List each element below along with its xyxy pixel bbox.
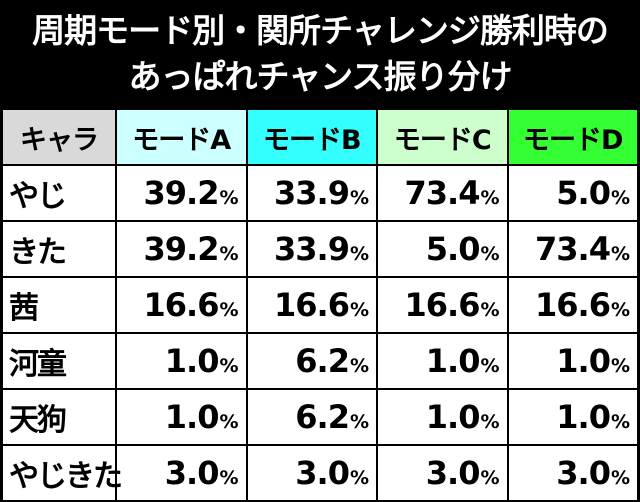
value-cell: 73.4% <box>376 164 509 222</box>
value-number: 1.0 <box>556 398 611 436</box>
value-cell: 1.0% <box>376 332 509 390</box>
table-row: 河童 1.0% 6.2% 1.0% 1.0% <box>1 332 639 390</box>
percent-unit: % <box>480 355 499 377</box>
percent-unit: % <box>219 467 238 489</box>
value-number: 73.4 <box>404 174 481 212</box>
value-number: 5.0 <box>556 174 611 212</box>
table-row: 天狗 1.0% 6.2% 1.0% 1.0% <box>1 388 639 446</box>
value-cell: 73.4% <box>506 220 639 278</box>
value-number: 5.0 <box>425 230 481 268</box>
table-row: やじ 39.2% 33.9% 73.4% 5.0% <box>1 164 639 222</box>
percent-unit: % <box>610 243 630 265</box>
value-number: 3.0 <box>556 454 611 492</box>
column-header-mode-c: モードC <box>376 108 509 166</box>
value-cell: 39.2% <box>115 220 248 278</box>
value-cell: 3.0% <box>245 444 378 502</box>
value-number: 3.0 <box>425 454 481 492</box>
percent-unit: % <box>349 411 369 433</box>
value-number: 1.0 <box>164 342 220 380</box>
percent-unit: % <box>349 187 369 209</box>
value-number: 1.0 <box>164 398 220 436</box>
header-row: キャラ モードA モードB モードC モードD <box>1 108 639 166</box>
percent-unit: % <box>349 299 369 321</box>
value-cell: 1.0% <box>115 332 248 390</box>
value-cell: 39.2% <box>115 164 248 222</box>
value-cell: 5.0% <box>376 220 509 278</box>
row-label: きた <box>1 220 117 278</box>
percent-unit: % <box>219 411 238 433</box>
distribution-table: キャラ モードA モードB モードC モードD やじ 39.2% 33.9% 73.4… <box>1 108 639 502</box>
percent-unit: % <box>219 299 238 321</box>
value-cell: 3.0% <box>115 444 248 502</box>
percent-unit: % <box>219 243 238 265</box>
percent-unit: % <box>480 467 499 489</box>
table-row: 茜 16.6% 16.6% 16.6% 16.6% <box>1 276 639 334</box>
percent-unit: % <box>610 299 630 321</box>
value-number: 3.0 <box>164 454 220 492</box>
value-number: 16.6 <box>274 286 350 324</box>
title-line-2: あっぱれチャンス振り分け <box>128 57 512 96</box>
value-cell: 16.6% <box>115 276 248 334</box>
percent-unit: % <box>349 243 369 265</box>
column-header-mode-a: モードA <box>115 108 248 166</box>
row-label: 茜 <box>1 276 117 334</box>
table-row: やじきた 3.0% 3.0% 3.0% 3.0% <box>1 444 639 502</box>
value-cell: 6.2% <box>245 332 378 390</box>
value-number: 33.9 <box>274 174 350 212</box>
value-number: 33.9 <box>274 230 350 268</box>
value-number: 39.2 <box>143 230 220 268</box>
column-header-chara: キャラ <box>1 108 117 166</box>
value-number: 6.2 <box>295 398 350 436</box>
value-number: 39.2 <box>143 174 220 212</box>
column-header-mode-d: モードD <box>506 108 639 166</box>
page-title: 周期モード別・関所チャレンジ勝利時の あっぱれチャンス振り分け <box>0 0 640 108</box>
percent-unit: % <box>480 411 499 433</box>
value-number: 6.2 <box>295 342 350 380</box>
value-cell: 1.0% <box>506 332 639 390</box>
column-header-mode-b: モードB <box>245 108 378 166</box>
value-cell: 6.2% <box>245 388 378 446</box>
value-number: 1.0 <box>425 398 481 436</box>
value-number: 73.4 <box>535 230 611 268</box>
row-label: 河童 <box>1 332 117 390</box>
percent-unit: % <box>610 187 630 209</box>
percent-unit: % <box>610 411 630 433</box>
percent-unit: % <box>219 355 238 377</box>
percent-unit: % <box>480 243 499 265</box>
value-number: 16.6 <box>535 286 611 324</box>
percent-unit: % <box>349 355 369 377</box>
percent-unit: % <box>349 467 369 489</box>
value-cell: 16.6% <box>506 276 639 334</box>
value-cell: 3.0% <box>506 444 639 502</box>
percent-unit: % <box>610 467 630 489</box>
value-number: 16.6 <box>143 286 220 324</box>
value-number: 1.0 <box>425 342 481 380</box>
percent-unit: % <box>610 355 630 377</box>
value-cell: 5.0% <box>506 164 639 222</box>
percent-unit: % <box>480 299 499 321</box>
value-cell: 16.6% <box>245 276 378 334</box>
table-row: きた 39.2% 33.9% 5.0% 73.4% <box>1 220 639 278</box>
value-cell: 33.9% <box>245 164 378 222</box>
value-number: 1.0 <box>556 342 611 380</box>
row-label: やじ <box>1 164 117 222</box>
value-cell: 1.0% <box>376 388 509 446</box>
value-number: 16.6 <box>404 286 481 324</box>
value-cell: 1.0% <box>115 388 248 446</box>
value-cell: 16.6% <box>376 276 509 334</box>
row-label: 天狗 <box>1 388 117 446</box>
value-number: 3.0 <box>295 454 350 492</box>
percent-unit: % <box>219 187 238 209</box>
percent-unit: % <box>480 187 499 209</box>
value-cell: 1.0% <box>506 388 639 446</box>
title-line-1: 周期モード別・関所チャレンジ勝利時の <box>32 11 609 50</box>
value-cell: 3.0% <box>376 444 509 502</box>
value-cell: 33.9% <box>245 220 378 278</box>
row-label: やじきた <box>1 444 123 502</box>
